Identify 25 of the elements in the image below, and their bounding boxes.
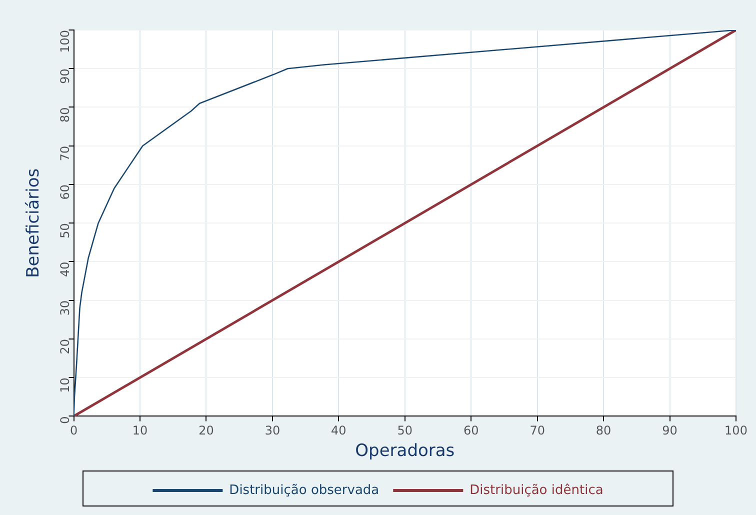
x-tick-label: 40	[331, 424, 346, 438]
y-tick-label: 70	[58, 146, 72, 162]
y-tick-label: 10	[58, 378, 72, 393]
x-tick-label: 70	[530, 424, 545, 438]
y-tick-label: 80	[58, 107, 72, 123]
y-tick-label: 100	[58, 30, 72, 53]
text: Distribuição observada	[229, 482, 380, 498]
y-tick-label: 40	[58, 262, 72, 277]
x-tick-label: 50	[397, 424, 413, 438]
text: Distribuição idêntica	[470, 482, 604, 498]
x-tick-label: 20	[198, 424, 214, 438]
x-tick-label: 100	[724, 424, 748, 438]
x-tick-label: 10	[132, 424, 148, 438]
x-tick-label: 80	[596, 424, 612, 438]
y-tick-label: 50	[58, 223, 72, 238]
y-tick-label: 90	[58, 68, 72, 84]
x-axis-title: Operadoras	[355, 441, 455, 462]
y-tick-label: 20	[58, 338, 72, 354]
x-tick-label: 60	[463, 424, 479, 438]
y-tick-label: 30	[58, 300, 72, 316]
y-axis-title: Beneficiários	[24, 168, 44, 278]
y-tick-label: 0	[58, 416, 72, 424]
y-tick-label: 60	[58, 184, 72, 200]
x-tick-label: 90	[662, 424, 678, 438]
x-tick-label: 30	[264, 424, 280, 438]
